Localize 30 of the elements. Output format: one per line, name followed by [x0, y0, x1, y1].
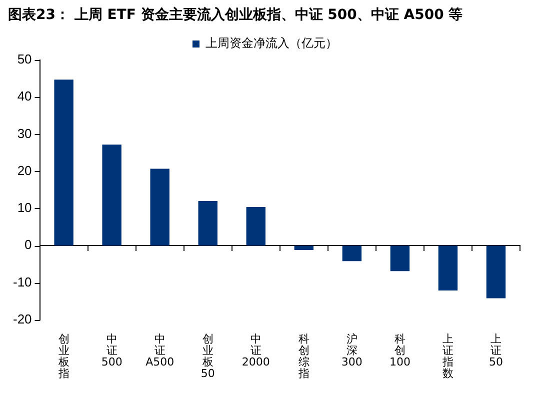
bar	[390, 246, 410, 272]
bar	[102, 144, 122, 246]
x-tick-label: 科创100	[389, 332, 410, 369]
bar	[198, 201, 218, 246]
bar	[294, 246, 314, 250]
x-tick-label: 中证A500	[146, 332, 174, 369]
y-tick-label: 50	[17, 52, 32, 67]
x-tick-label: 中证500	[101, 332, 122, 369]
bar	[54, 80, 74, 246]
chart-title: 图表23： 上周 ETF 资金主要流入创业板指、中证 500、中证 A500 等	[8, 6, 463, 24]
bar	[438, 246, 458, 290]
x-tick-label: 创业板50	[200, 332, 215, 380]
bar	[486, 246, 506, 298]
y-tick-label: 20	[17, 162, 32, 178]
y-tick-label: 10	[17, 200, 32, 216]
bar	[150, 168, 170, 246]
y-tick-label: 0	[24, 237, 32, 252]
x-tick-label: 科创综指	[297, 332, 310, 380]
legend-label: 上周资金净流入（亿元）	[206, 36, 338, 50]
y-tick-label: 30	[17, 126, 32, 141]
bar	[342, 246, 362, 262]
bar	[246, 206, 266, 246]
x-tick-label: 沪深300	[341, 332, 362, 369]
x-tick-label: 上证指数	[441, 332, 454, 380]
y-tick-label: 40	[17, 88, 32, 104]
x-tick-label: 创业板指	[57, 332, 70, 380]
y-tick-label: -20	[12, 311, 32, 326]
x-tick-label: 中证2000	[242, 332, 270, 369]
x-tick-label: 上证50	[488, 332, 503, 369]
y-tick-label: -10	[12, 274, 32, 290]
